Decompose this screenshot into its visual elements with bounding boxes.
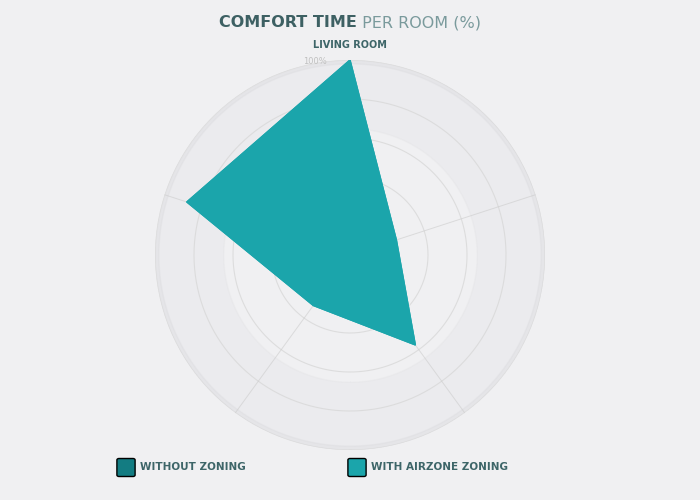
Text: COMFORT TIME: COMFORT TIME [219, 15, 357, 30]
Text: 40%: 40% [322, 173, 341, 182]
Text: PER ROOM (%): PER ROOM (%) [357, 15, 481, 30]
Text: 20%: 20% [327, 212, 345, 221]
Text: 100%: 100% [303, 57, 327, 66]
Polygon shape [187, 60, 415, 345]
Text: WITHOUT ZONING: WITHOUT ZONING [140, 462, 246, 472]
Text: LIVING ROOM: LIVING ROOM [313, 40, 387, 50]
Text: 60%: 60% [317, 134, 336, 143]
Text: WITH AIRZONE ZONING: WITH AIRZONE ZONING [371, 462, 508, 472]
Text: 80%: 80% [313, 96, 331, 104]
